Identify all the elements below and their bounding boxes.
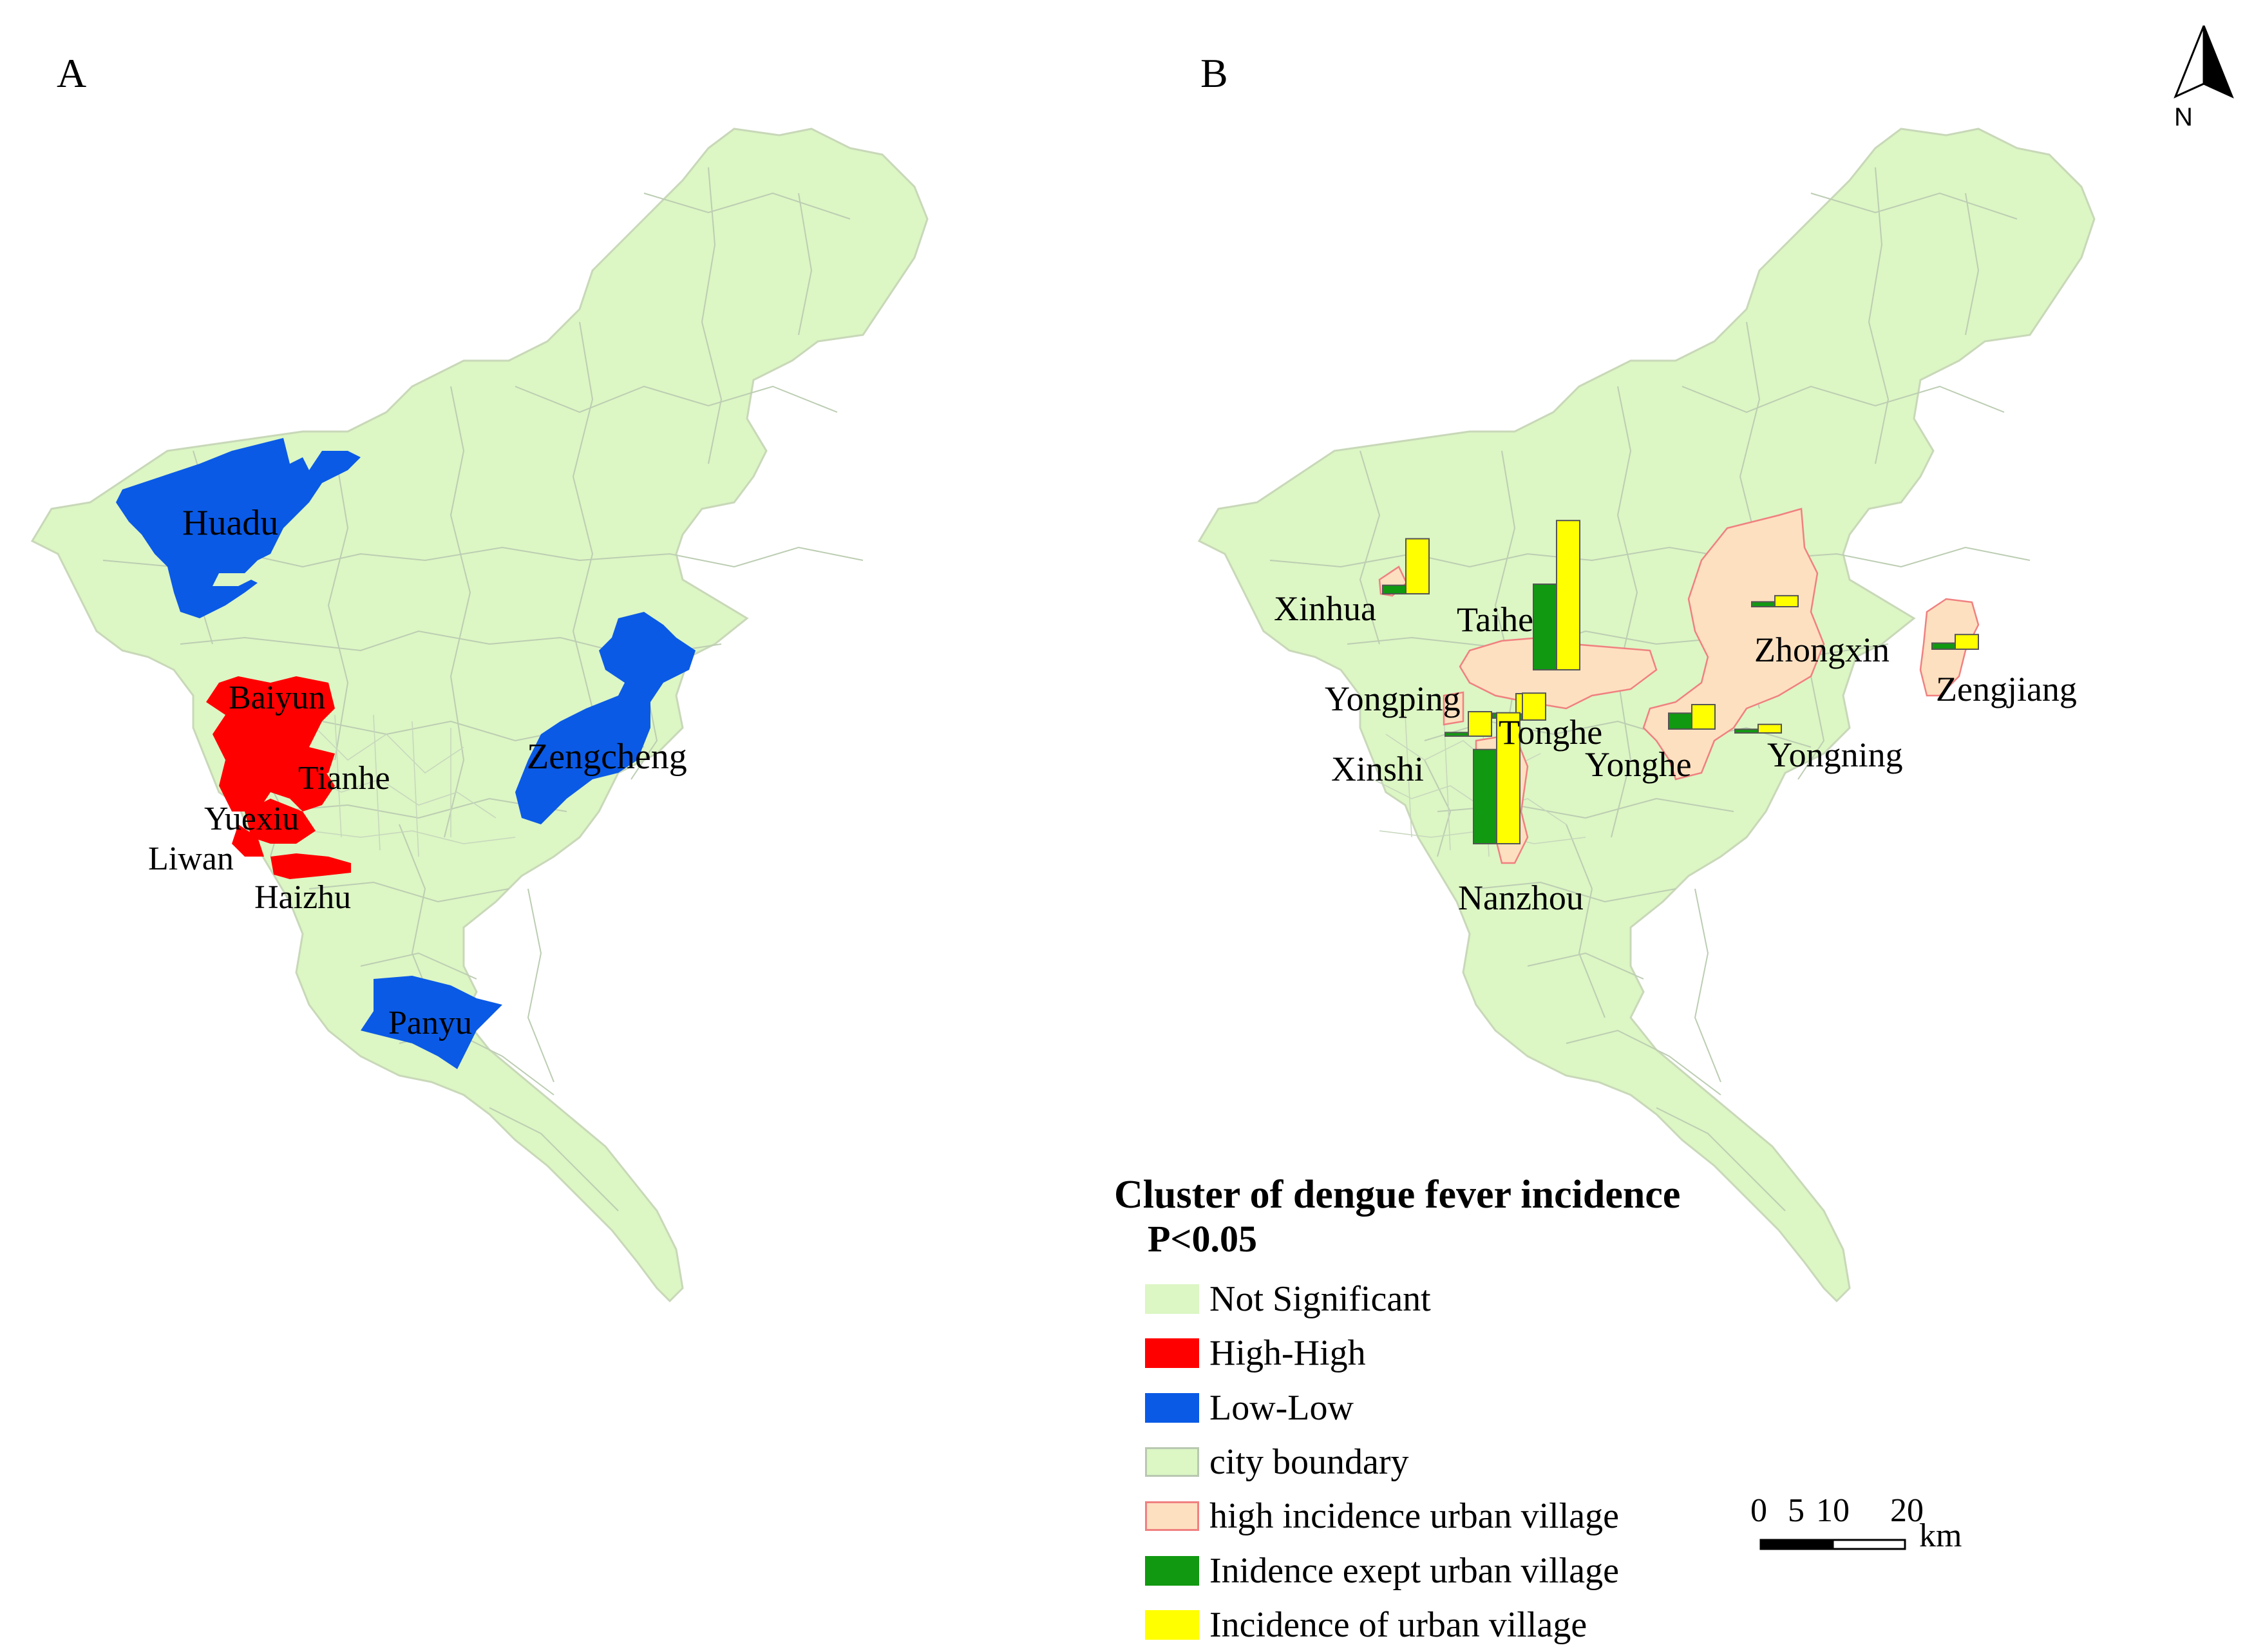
low-low-huadu [116,438,361,618]
urban-village-yongping [1443,691,1464,726]
legend-item: High-High [1145,1326,1619,1380]
map-a: Huadu Baiyun Tianhe Yuexiu Liwan Haizhu … [31,128,929,1302]
legend-swatch-urban-village [1145,1501,1199,1532]
map-b-label-yongning: Yongning [1767,736,1903,774]
legend-item: Inidence exept urban village [1145,1543,1619,1597]
map-b-bar-charts [1382,520,1979,844]
bar-except-urban-village-yongping [1445,732,1469,737]
map-b-label-nanzhou: Nanzhou [1458,878,1584,917]
legend-label: Not Significant [1209,1279,1431,1320]
bar-urban-village-yongning [1757,723,1782,734]
high-high-tianhe [290,766,335,812]
legend-item: high incidence urban village [1145,1489,1619,1543]
legend-item: Not Significant [1145,1272,1619,1326]
map-b-label-zengjiang: Zengjiang [1936,670,2077,708]
legend-swatch-urban-village-incidence [1145,1609,1199,1640]
legend-item: Low-Low [1145,1381,1619,1435]
map-a-label-haizhu: Haizhu [254,879,351,916]
north-label: N [2174,103,2193,131]
map-a-label-panyu: Panyu [388,1005,472,1041]
scale-tick-10: 10 [1816,1492,1850,1529]
map-a-low-low [116,438,696,1069]
bar-urban-village-nanzhou [1496,712,1520,844]
scale-tick-20: 20 [1890,1492,1924,1529]
bar-except-urban-village-yonghe [1668,712,1692,730]
scale-unit: km [1919,1517,1962,1554]
map-a-label-yuexiu: Yuexiu [204,801,299,837]
legend-item: city boundary [1145,1435,1619,1489]
legend-label: high incidence urban village [1209,1496,1619,1537]
scale-bar [1759,1539,1906,1550]
legend-title: Cluster of dengue fever incidence [1114,1173,1681,1217]
map-b-label-yongping: Yongping [1325,679,1461,718]
scale-tick-0: 0 [1750,1492,1767,1529]
north-arrow-icon [2174,25,2234,99]
bar-except-urban-village-nanzhou [1473,748,1497,844]
map-a-city-boundary [31,128,929,1302]
legend-label: High-High [1209,1333,1366,1374]
bar-urban-village-yonghe [1691,704,1716,730]
bar-except-urban-village-taihe [1533,584,1557,670]
low-low-panyu [361,976,502,1069]
map-b-label-xinshi: Xinshi [1331,750,1424,788]
map-a-label-tianhe: Tianhe [298,760,390,797]
map-a-high-high [206,676,351,879]
legend-swatch-except-urban-village [1145,1555,1199,1586]
low-low-zengcheng [515,612,696,824]
legend-swatch-not-significant [1145,1284,1199,1315]
bar-urban-village-xinhua [1405,538,1430,594]
map-a-label-huadu: Huadu [182,503,278,543]
legend-label: Incidence of urban village [1209,1604,1587,1645]
map-b-label-taihe: Taihe [1457,600,1533,639]
map-a-label-baiyun: Baiyun [229,679,325,716]
legend-subtitle: P<0.05 [1148,1218,1257,1260]
high-high-liwan [232,824,264,857]
bar-urban-village-yongping [1468,711,1492,737]
bar-except-urban-village-xinhua [1382,584,1407,595]
legend-item: Incidence of urban village [1145,1598,1619,1652]
high-high-yuexiu [245,799,316,844]
panel-label-a: A [57,50,86,96]
bar-urban-village-tonghe [1522,692,1546,721]
bar-urban-village-zengjiang [1955,634,1979,650]
map-b: Xinhua Taihe Zhongxin Zengjiang Yongping… [1198,128,2096,1302]
bar-urban-village-zhongxin [1774,594,1799,608]
scale-tick-5: 5 [1788,1492,1805,1529]
bar-except-urban-village-yongning [1734,728,1759,734]
map-b-label-yonghe: Yonghe [1585,745,1692,784]
map-a-label-liwan: Liwan [148,840,234,877]
panel-label-b: B [1200,50,1228,96]
legend-label: Inidence exept urban village [1209,1550,1619,1591]
map-b-label-tonghe: Tonghe [1499,713,1602,752]
legend: Not Significant High-High Low-Low city b… [1145,1272,1619,1652]
map-a-urban-core-grid [302,714,516,857]
high-high-haizhu [270,853,351,879]
bar-urban-village-taihe [1556,520,1580,671]
bar-except-urban-village-zengjiang [1931,642,1956,650]
bar-except-urban-village-zhongxin [1751,601,1776,608]
legend-swatch-high-high [1145,1338,1199,1369]
map-b-label-zhongxin: Zhongxin [1754,631,1890,669]
legend-swatch-low-low [1145,1392,1199,1423]
legend-swatch-city-boundary [1145,1447,1199,1477]
map-b-label-xinhua: Xinhua [1274,589,1376,628]
legend-label: Low-Low [1209,1387,1354,1428]
legend-label: city boundary [1209,1442,1409,1483]
urban-village-zhongxin [1642,508,1825,781]
map-a-label-zengcheng: Zengcheng [527,737,687,777]
